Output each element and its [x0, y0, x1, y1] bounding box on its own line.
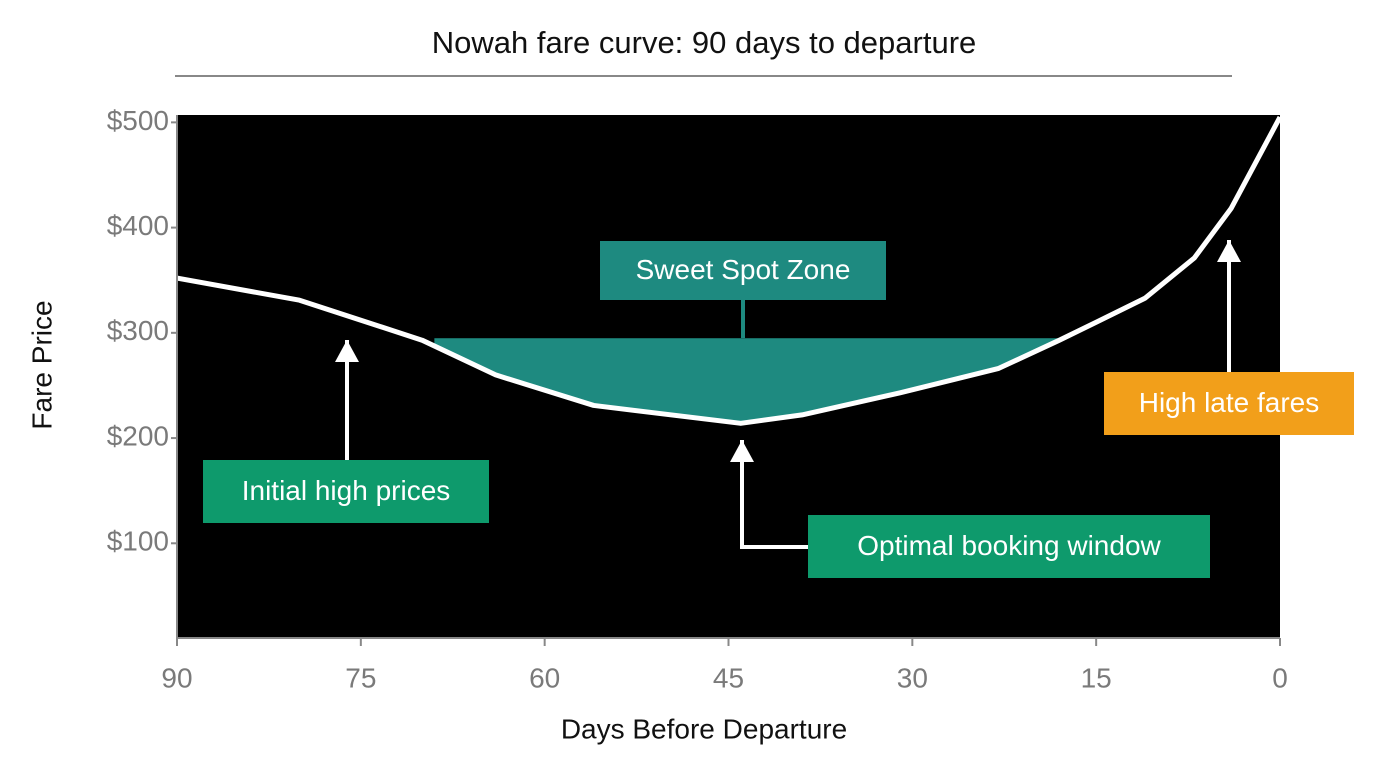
annotation-box — [1104, 372, 1354, 435]
x-tick-label: 75 — [345, 662, 376, 693]
x-tick-label: 90 — [161, 662, 192, 693]
chart-title: Nowah fare curve: 90 days to departure — [432, 25, 977, 60]
x-tick-label: 15 — [1081, 662, 1112, 693]
arrow-late-head — [1217, 240, 1241, 262]
y-axis-label: Fare Price — [26, 300, 57, 429]
y-tick-label: $200 — [107, 420, 169, 451]
x-tick-label: 0 — [1272, 662, 1288, 693]
y-tick-label: $500 — [107, 105, 169, 136]
sweet-spot-area — [434, 338, 1072, 424]
annotation: Initial high prices — [242, 475, 451, 506]
x-axis-label: Days Before Departure — [561, 713, 847, 744]
annotation-box — [203, 460, 489, 523]
arrow-optimal-head — [730, 440, 754, 462]
x-tick-label: 60 — [529, 662, 560, 693]
annotation-box — [808, 515, 1210, 578]
annotation: High late fares — [1139, 387, 1320, 418]
y-tick-label: $100 — [107, 526, 169, 557]
fare-line — [177, 115, 1280, 426]
x-tick-label: 30 — [897, 662, 928, 693]
annotation: Optimal booking window — [857, 530, 1161, 561]
sweet-spot-label: Sweet Spot Zone — [636, 254, 851, 285]
arrow-optimal — [740, 440, 808, 549]
sweet-spot-label-box — [600, 241, 886, 300]
y-tick-label: $400 — [107, 210, 169, 241]
y-tick-label: $300 — [107, 315, 169, 346]
x-tick-label: 45 — [713, 662, 744, 693]
arrow-initial-head — [335, 340, 359, 362]
